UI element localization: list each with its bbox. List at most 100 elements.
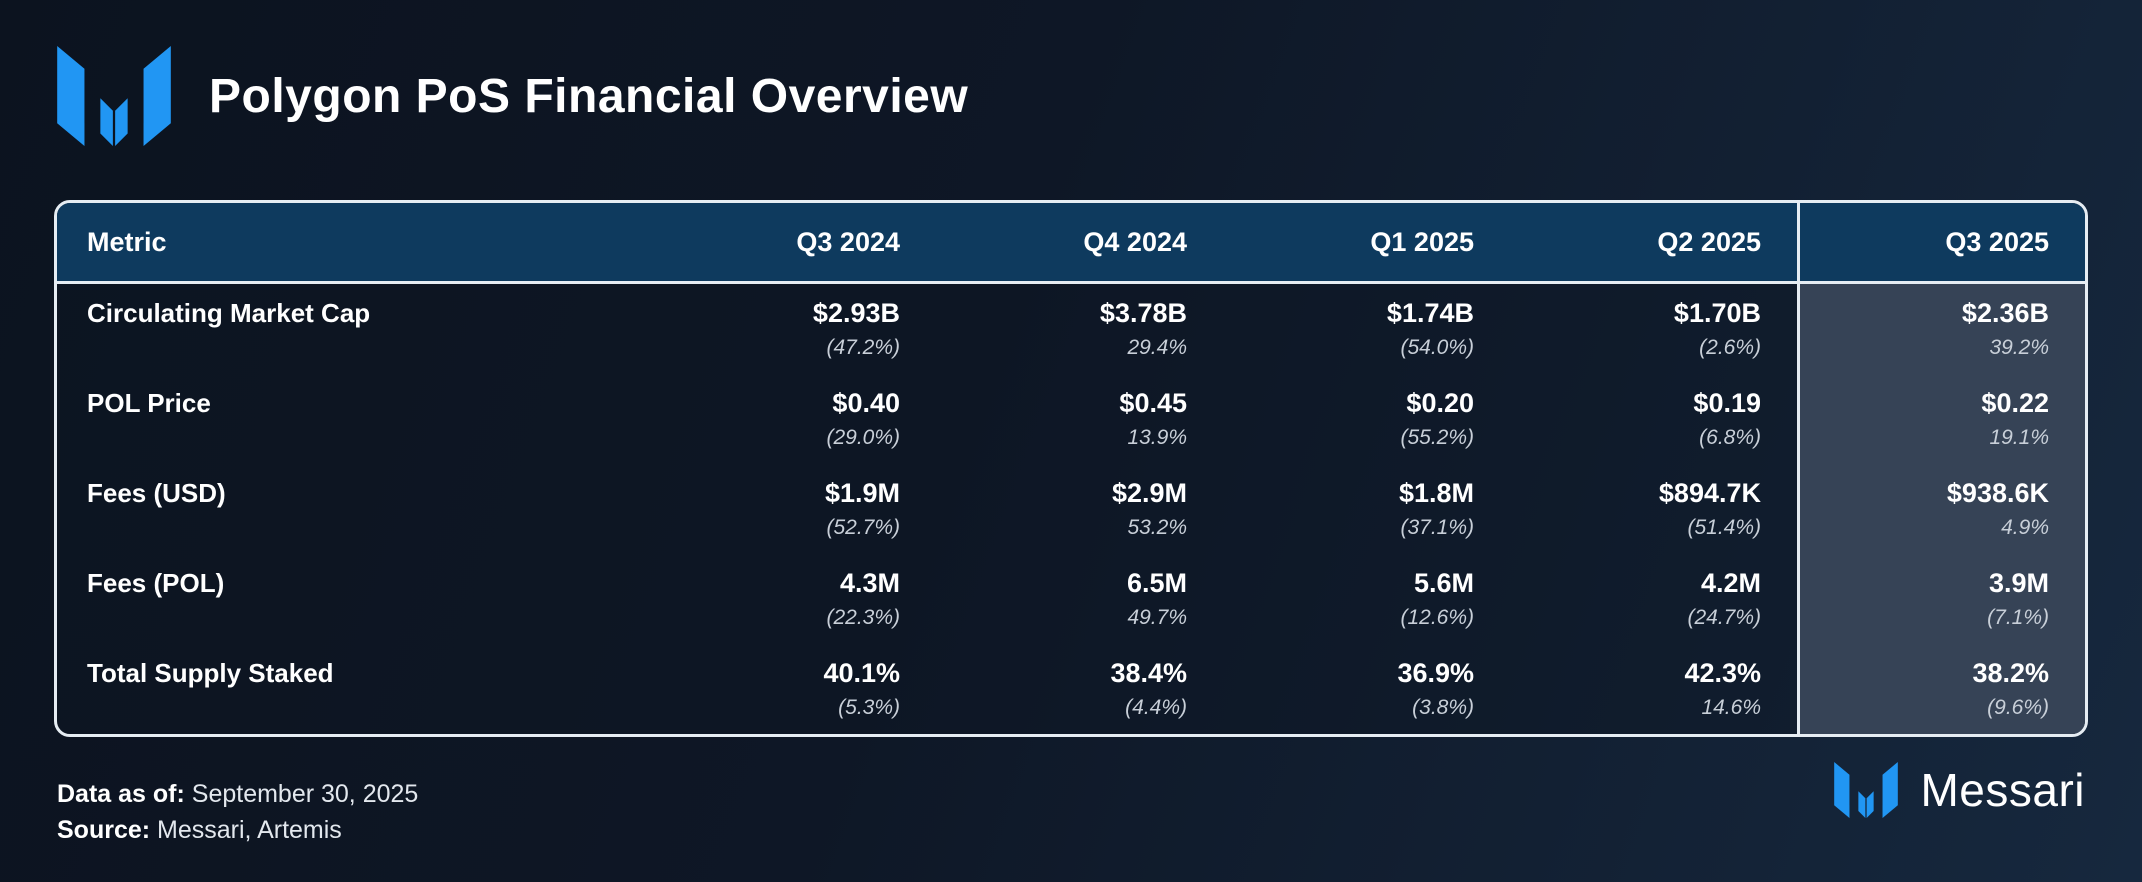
data-as-of-label: Data as of: <box>57 780 185 808</box>
column-header: Q4 2024 <box>1083 226 1187 257</box>
metric-cell: Total Supply Staked <box>87 658 334 688</box>
cell-value: 4.3M <box>839 568 900 598</box>
source-value: Messari, Artemis <box>157 816 342 844</box>
cell-value: 38.4% <box>1110 658 1187 688</box>
cell-change: (6.8%) <box>1699 426 1761 449</box>
value-cell: 3.9M (7.1%) <box>1797 554 2085 644</box>
cell-value: $938.6K <box>1946 478 2049 508</box>
metric-cell: POL Price <box>87 388 211 418</box>
value-cell: $2.9M 53.2% <box>936 464 1223 554</box>
source-line: Source: Messari, Artemis <box>57 812 418 848</box>
value-cell: 40.1% (5.3%) <box>649 644 936 734</box>
cell-change: (37.1%) <box>1400 516 1474 539</box>
value-cell: $1.9M (52.7%) <box>649 464 936 554</box>
cell-change: (47.2%) <box>826 336 900 359</box>
table-row: POL Price $0.40 (29.0%) $0.45 13.9% $0.20 (55.… <box>57 374 2085 464</box>
cell-change: (3.8%) <box>1412 696 1474 719</box>
column-header: Metric <box>87 226 167 257</box>
messari-wordmark: Messari <box>1920 764 2085 816</box>
value-cell: $894.7K (51.4%) <box>1510 464 1797 554</box>
table-row: Total Supply Staked 40.1% (5.3%) 38.4% (4.4%… <box>57 644 2085 734</box>
financial-overview-table: Metric Q3 2024 Q4 2024 Q1 2025 Q2 2025 Q3 202… <box>54 200 2088 737</box>
cell-change: (2.6%) <box>1699 336 1761 359</box>
value-cell: 4.2M (24.7%) <box>1510 554 1797 644</box>
column-header: Q3 2024 <box>796 226 900 257</box>
cell-value: $1.70B <box>1673 298 1761 328</box>
cell-change: (5.3%) <box>838 696 900 719</box>
table-row: Fees (POL) 4.3M (22.3%) 6.5M 49.7% 5.6M (12.6%… <box>57 554 2085 644</box>
cell-value: 36.9% <box>1397 658 1474 688</box>
metric-cell: Fees (POL) <box>87 568 225 598</box>
value-cell: $2.36B 39.2% <box>1797 284 2085 374</box>
top-bar: Polygon PoS Financial Overview <box>57 46 968 146</box>
cell-value: $0.45 <box>1119 388 1187 418</box>
value-cell: $938.6K 4.9% <box>1797 464 2085 554</box>
cell-change: 49.7% <box>1127 606 1187 629</box>
value-cell: $0.40 (29.0%) <box>649 374 936 464</box>
cell-value: 4.2M <box>1700 568 1761 598</box>
value-cell: $0.22 19.1% <box>1797 374 2085 464</box>
messari-logo-icon <box>1834 762 1899 818</box>
data-as-of-line: Data as of: September 30, 2025 <box>57 776 418 812</box>
cell-change: (54.0%) <box>1400 336 1474 359</box>
cell-value: 3.9M <box>1988 568 2049 598</box>
cell-change: (7.1%) <box>1987 606 2049 629</box>
cell-value: 38.2% <box>1972 658 2049 688</box>
cell-value: 6.5M <box>1126 568 1187 598</box>
table-row: Fees (USD) $1.9M (52.7%) $2.9M 53.2% $1.8M (37… <box>57 464 2085 554</box>
value-cell: $1.70B (2.6%) <box>1510 284 1797 374</box>
cell-change: 53.2% <box>1127 516 1187 539</box>
cell-value: $2.93B <box>812 298 900 328</box>
table-row: Circulating Market Cap $2.93B (47.2%) $3.78… <box>57 284 2085 374</box>
cell-value: $0.40 <box>832 388 900 418</box>
cell-value: $2.9M <box>1111 478 1187 508</box>
metric-cell: Fees (USD) <box>87 478 226 508</box>
cell-change: (52.7%) <box>826 516 900 539</box>
data-as-of-value: September 30, 2025 <box>191 780 419 808</box>
value-cell: 6.5M 49.7% <box>936 554 1223 644</box>
footer-brand: Messari <box>1834 762 2085 818</box>
cell-value: $1.8M <box>1398 478 1474 508</box>
cell-change: 19.1% <box>1989 426 2049 449</box>
column-header: Q1 2025 <box>1370 226 1474 257</box>
cell-change: (29.0%) <box>826 426 900 449</box>
value-cell: $1.8M (37.1%) <box>1223 464 1510 554</box>
cell-value: $0.22 <box>1981 388 2049 418</box>
metric-cell: Circulating Market Cap <box>87 298 371 328</box>
value-cell: 36.9% (3.8%) <box>1223 644 1510 734</box>
cell-change: (9.6%) <box>1987 696 2049 719</box>
value-cell: 38.4% (4.4%) <box>936 644 1223 734</box>
cell-value: $1.74B <box>1386 298 1474 328</box>
cell-change: (51.4%) <box>1687 516 1761 539</box>
source-label: Source: <box>57 816 151 844</box>
cell-value: $2.36B <box>1961 298 2049 328</box>
table-body: Circulating Market Cap $2.93B (47.2%) $3.78… <box>57 284 2085 734</box>
value-cell: $3.78B 29.4% <box>936 284 1223 374</box>
column-header: Q3 2025 <box>1797 203 2085 281</box>
footer-meta: Data as of: September 30, 2025 Source: M… <box>57 776 418 848</box>
value-cell: 5.6M (12.6%) <box>1223 554 1510 644</box>
cell-value: 5.6M <box>1413 568 1474 598</box>
cell-value: $3.78B <box>1099 298 1187 328</box>
cell-change: (12.6%) <box>1400 606 1474 629</box>
value-cell: $1.74B (54.0%) <box>1223 284 1510 374</box>
cell-change: 14.6% <box>1701 696 1761 719</box>
cell-value: $0.19 <box>1693 388 1761 418</box>
cell-value: $894.7K <box>1658 478 1761 508</box>
cell-change: 13.9% <box>1127 426 1187 449</box>
page-title: Polygon PoS Financial Overview <box>209 69 969 123</box>
value-cell: 4.3M (22.3%) <box>649 554 936 644</box>
cell-value: 40.1% <box>823 658 900 688</box>
value-cell: $2.93B (47.2%) <box>649 284 936 374</box>
value-cell: $0.20 (55.2%) <box>1223 374 1510 464</box>
value-cell: 42.3% 14.6% <box>1510 644 1797 734</box>
cell-change: 39.2% <box>1989 336 2049 359</box>
cell-change: 4.9% <box>2001 516 2049 539</box>
value-cell: $0.45 13.9% <box>936 374 1223 464</box>
cell-change: (4.4%) <box>1125 696 1187 719</box>
cell-value: 42.3% <box>1684 658 1761 688</box>
cell-value: $1.9M <box>824 478 900 508</box>
cell-change: (55.2%) <box>1400 426 1474 449</box>
cell-value: $0.20 <box>1406 388 1474 418</box>
cell-change: (22.3%) <box>826 606 900 629</box>
